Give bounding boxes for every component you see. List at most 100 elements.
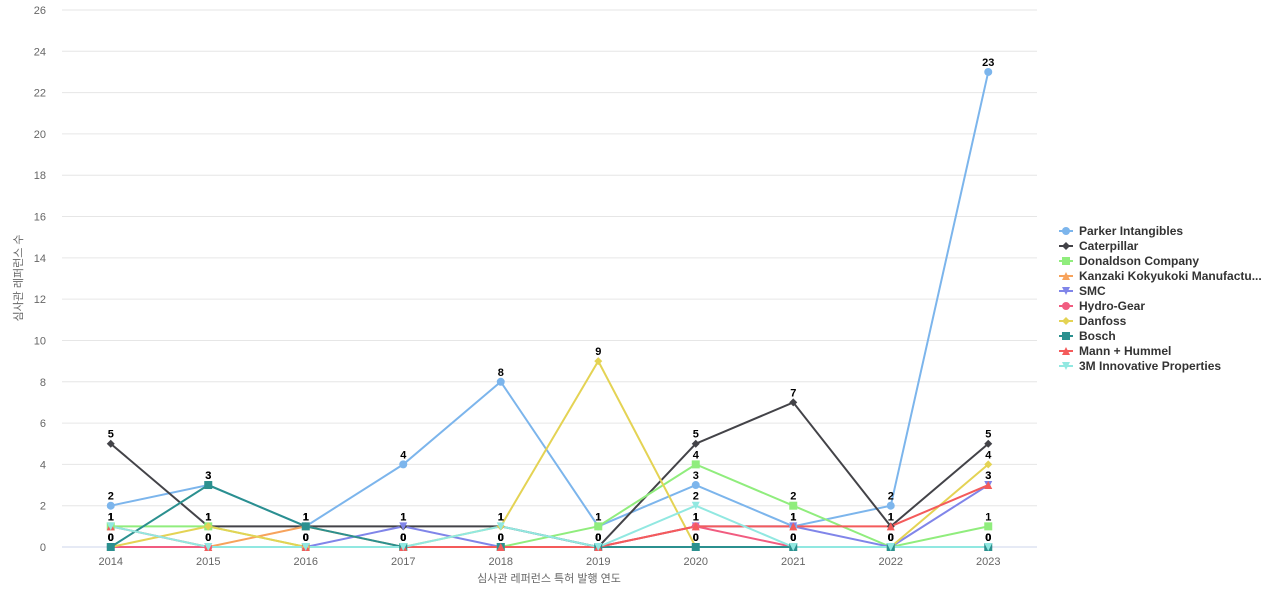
data-label: 0 (498, 532, 504, 544)
data-label: 0 (108, 532, 114, 544)
data-label: 1 (693, 511, 699, 523)
legend-label: Danfoss (1079, 314, 1127, 328)
data-label: 1 (303, 511, 309, 523)
data-label: 3 (205, 470, 211, 482)
point (204, 481, 213, 490)
data-label: 0 (985, 532, 991, 544)
data-label: 0 (595, 532, 601, 544)
data-label: 0 (595, 532, 601, 544)
data-label: 0 (888, 532, 894, 544)
point (691, 522, 700, 531)
data-label: 0 (888, 532, 894, 544)
y-tick-label: 24 (34, 46, 46, 58)
data-label: 0 (108, 532, 114, 544)
x-tick-label: 2016 (294, 556, 318, 568)
data-label: 1 (693, 511, 699, 523)
series-line (110, 401, 989, 549)
series-line (110, 484, 989, 548)
data-label: 0 (985, 532, 991, 544)
point (1062, 362, 1070, 370)
data-label: 0 (693, 532, 699, 544)
point (1062, 287, 1070, 295)
data-label: 0 (400, 532, 406, 544)
y-tick-label: 2 (40, 501, 46, 513)
data-label: 0 (790, 532, 796, 544)
y-tick-label: 10 (34, 335, 46, 347)
data-label: 4 (693, 449, 700, 461)
point (789, 501, 798, 510)
x-tick-label: 2023 (976, 556, 1000, 568)
data-label: 1 (790, 511, 796, 523)
data-label: 9 (595, 346, 601, 358)
data-label: 2 (888, 491, 894, 503)
data-label: 0 (303, 532, 309, 544)
point (204, 522, 213, 531)
point (789, 522, 798, 531)
data-label: 4 (400, 449, 407, 461)
point (399, 460, 408, 469)
data-label: 0 (205, 532, 211, 544)
data-label: 0 (498, 532, 504, 544)
data-label: 0 (205, 532, 211, 544)
legend-label: Kanzaki Kokyukoki Manufactu... (1079, 269, 1262, 283)
point (399, 522, 408, 531)
point (1062, 272, 1070, 280)
point (691, 501, 700, 510)
y-tick-label: 6 (40, 418, 46, 430)
data-label: 0 (303, 532, 309, 544)
x-axis-title: 심사관 레퍼런스 특허 발행 연도 (477, 572, 621, 585)
point (691, 481, 700, 490)
x-tick-label: 2022 (879, 556, 903, 568)
data-label: 0 (790, 532, 796, 544)
legend-label: Caterpillar (1079, 239, 1139, 253)
x-tick-label: 2019 (586, 556, 610, 568)
point (496, 377, 505, 386)
point (1062, 332, 1070, 340)
data-label: 1 (595, 511, 601, 523)
data-label: 0 (498, 532, 504, 544)
data-label: 0 (595, 532, 601, 544)
point (1062, 317, 1070, 325)
x-tick-label: 2017 (391, 556, 415, 568)
data-label: 2 (108, 491, 114, 503)
data-label: 3 (205, 470, 211, 482)
data-label: 3 (985, 470, 991, 482)
data-label: 5 (693, 429, 699, 441)
point (886, 543, 895, 551)
y-tick-label: 8 (40, 377, 46, 389)
point (984, 439, 993, 448)
data-label: 1 (205, 511, 211, 523)
data-label: 0 (790, 532, 796, 544)
legend-label: Bosch (1079, 329, 1116, 343)
data-label: 0 (303, 532, 309, 544)
data-label: 3 (693, 470, 699, 482)
data-label: 1 (595, 511, 601, 523)
point (594, 543, 603, 551)
data-label: 0 (303, 532, 309, 544)
point (106, 522, 115, 531)
point (984, 67, 993, 76)
data-label: 5 (985, 429, 991, 441)
legend-label: SMC (1079, 284, 1106, 298)
y-tick-label: 14 (34, 253, 46, 265)
point (496, 543, 505, 551)
data-label: 0 (888, 532, 894, 544)
point (1062, 347, 1070, 355)
series-line (110, 504, 989, 549)
data-label: 1 (790, 511, 796, 523)
data-label: 0 (595, 532, 601, 544)
point (984, 481, 993, 490)
x-tick-label: 2018 (489, 556, 513, 568)
data-label: 1 (400, 511, 406, 523)
series-points: 0 0 0 1 0 0 1 1 0 3 (106, 470, 993, 551)
data-label: 0 (888, 532, 894, 544)
series-points: 1 0 0 0 0 0 1 1 1 3 (106, 470, 993, 551)
x-tick-label: 2014 (99, 556, 123, 568)
data-label: 1 (108, 511, 114, 523)
point (789, 398, 798, 407)
point (594, 522, 603, 531)
point (984, 543, 993, 551)
data-label: 1 (498, 511, 504, 523)
point (1062, 242, 1070, 250)
data-label: 0 (888, 532, 894, 544)
